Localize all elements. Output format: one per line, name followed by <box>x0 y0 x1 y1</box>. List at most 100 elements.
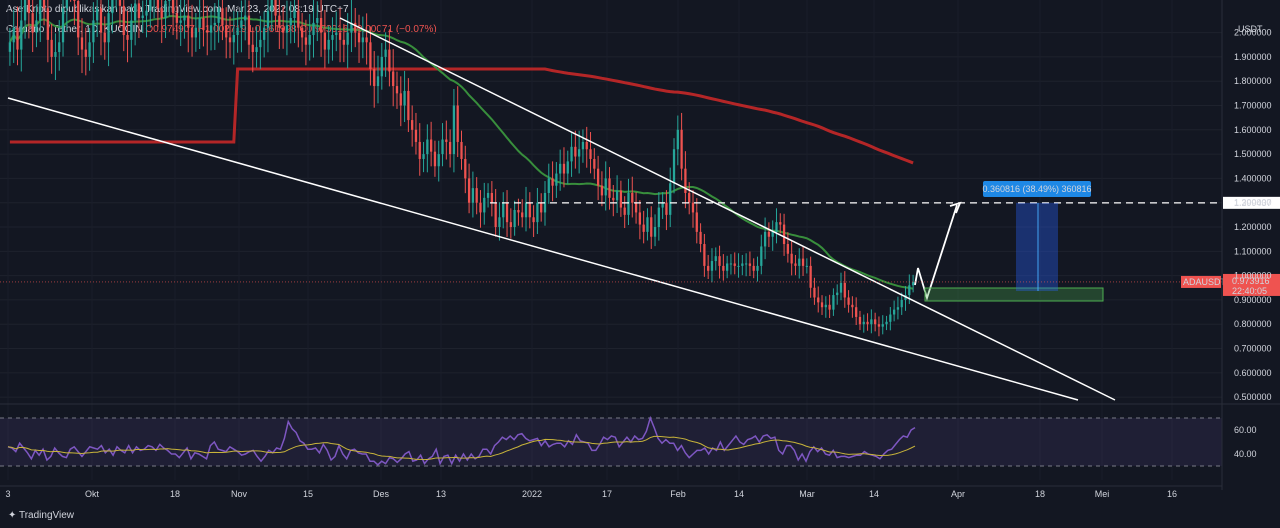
candle-body <box>126 35 129 40</box>
candle-body <box>384 49 387 57</box>
projection-arrowhead <box>949 201 962 214</box>
candle-body <box>190 27 194 38</box>
candle-body <box>665 202 668 215</box>
candle-body <box>228 37 232 43</box>
candle-body <box>395 86 399 94</box>
candle-body <box>73 0 76 1</box>
candle-body <box>433 151 437 167</box>
candle-body <box>805 265 808 267</box>
brand-label: TradingView <box>18 510 75 521</box>
candle-body <box>183 15 186 21</box>
candle-body <box>650 217 653 237</box>
last-price-value: 0.973916 <box>1232 276 1270 286</box>
candle-body <box>236 27 239 36</box>
measure-box <box>1016 202 1058 291</box>
rsi-ma-line <box>7 435 916 461</box>
candle-body <box>149 0 152 11</box>
candle-body <box>456 105 459 142</box>
candle-body <box>118 0 122 6</box>
candle-body <box>634 202 638 213</box>
tradingview-logo[interactable]: ✦ TradingView <box>8 510 74 521</box>
candle-body <box>722 265 725 271</box>
candle-body <box>729 263 733 265</box>
candle-body <box>524 202 528 218</box>
candle-body <box>600 185 604 196</box>
candle-body <box>179 20 182 23</box>
candle-body <box>194 27 197 38</box>
candle-body <box>373 69 376 87</box>
candle-body <box>430 139 433 152</box>
candle-body <box>498 217 501 228</box>
candle-body <box>779 222 782 225</box>
candle-body <box>278 15 281 28</box>
y-tick-label: 1.000000 <box>1234 271 1272 281</box>
candle-body <box>441 139 444 155</box>
candle-body <box>418 141 421 159</box>
candle-body <box>877 324 881 327</box>
x-tick-label: 15 <box>303 489 313 499</box>
candle-body <box>517 210 520 213</box>
candle-body <box>608 178 611 198</box>
candle-body <box>547 178 550 193</box>
candle-body <box>885 321 888 325</box>
candle-body <box>77 0 80 38</box>
candle-body <box>240 20 243 28</box>
measure-label: 0.360816 (38.49%) 360816 <box>982 184 1091 194</box>
candle-body <box>801 258 805 266</box>
candle-body <box>388 49 391 72</box>
candle-body <box>593 158 596 169</box>
x-tick-label: 14 <box>869 489 879 499</box>
candle-body <box>270 0 273 11</box>
candle-body <box>676 129 679 150</box>
candle-body <box>426 139 429 155</box>
candle-body <box>145 10 148 16</box>
candle-body <box>521 212 524 218</box>
candle-body <box>266 10 270 28</box>
ma200-line <box>9 67 914 165</box>
x-tick-label: Mar <box>799 489 815 499</box>
x-tick-label: 17 <box>602 489 612 499</box>
candle-body <box>646 217 649 232</box>
candle-body <box>156 0 160 9</box>
candle-body <box>809 265 812 288</box>
candle-body <box>61 8 65 43</box>
y-tick-label: 1.600000 <box>1234 125 1272 135</box>
candle-body <box>54 52 57 57</box>
candle-body <box>562 163 566 174</box>
candle-body <box>361 37 364 43</box>
candle-body <box>20 20 23 50</box>
candle-body <box>483 197 486 213</box>
candle-body <box>80 37 84 50</box>
candle-body <box>824 304 827 308</box>
candle-body <box>331 35 334 40</box>
candle-body <box>213 22 216 26</box>
candle-body <box>851 304 854 308</box>
candle-body <box>84 49 87 57</box>
rsi-tick-label: 40.00 <box>1234 449 1257 459</box>
candle-body <box>293 10 296 18</box>
candle-body <box>259 39 262 48</box>
candle-body <box>733 263 736 266</box>
candle-body <box>911 281 915 286</box>
candle-body <box>308 35 311 45</box>
y-tick-label: 2.000000 <box>1234 28 1272 38</box>
candle-body <box>786 244 790 254</box>
y-tick-label: 0.900000 <box>1234 295 1272 305</box>
support-zone <box>924 287 1104 302</box>
candle-body <box>627 192 630 215</box>
candle-body <box>376 76 380 87</box>
candle-body <box>760 246 763 266</box>
candle-body <box>744 263 748 265</box>
candle-body <box>50 39 53 57</box>
candle-body <box>354 22 357 33</box>
ma50-path <box>9 15 914 290</box>
candle-body <box>88 42 91 57</box>
x-tick-label: 13 <box>436 489 446 499</box>
y-tick-label: 1.100000 <box>1234 246 1272 256</box>
candle-body <box>460 141 463 159</box>
candle-body <box>187 15 190 28</box>
candle-body <box>703 244 706 266</box>
candles <box>8 0 915 337</box>
